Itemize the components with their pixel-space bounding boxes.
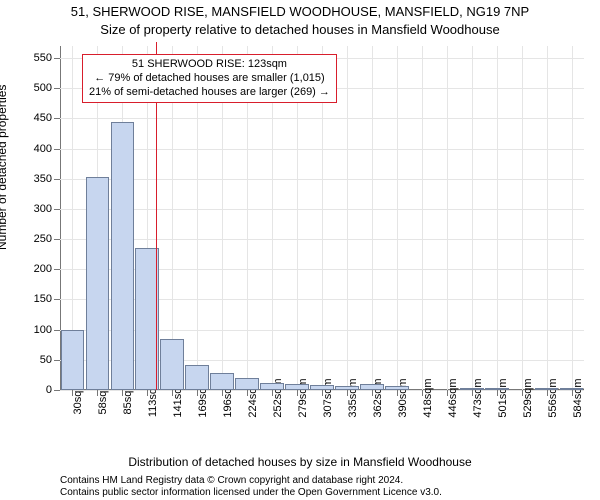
- x-tick-label: 390sqm: [397, 378, 409, 417]
- x-tick-label: 556sqm: [547, 378, 559, 417]
- title-line-1: 51, SHERWOOD RISE, MANSFIELD WOODHOUSE, …: [0, 4, 600, 19]
- y-tick: [54, 239, 60, 240]
- footer-line-2: Contains public sector information licen…: [60, 487, 442, 498]
- y-tick-label: 150: [34, 293, 52, 305]
- histogram-bar: [210, 373, 234, 390]
- histogram-bar: [560, 388, 584, 390]
- x-axis-label: Distribution of detached houses by size …: [0, 455, 600, 469]
- histogram-bar: [260, 383, 284, 390]
- gridline: [372, 46, 373, 390]
- histogram-bar: [285, 384, 309, 390]
- gridline: [422, 46, 423, 390]
- gridline: [397, 46, 398, 390]
- x-tick-label: 473sqm: [472, 378, 484, 417]
- y-tick-label: 0: [46, 384, 52, 396]
- y-tick: [54, 360, 60, 361]
- histogram-bar: [360, 384, 384, 390]
- histogram-bar: [61, 330, 85, 390]
- gridline: [522, 46, 523, 390]
- gridline: [572, 46, 573, 390]
- y-tick: [54, 179, 60, 180]
- histogram-bar: [86, 177, 110, 390]
- histogram-bar: [185, 365, 209, 390]
- gridline: [447, 46, 448, 390]
- y-tick-label: 250: [34, 233, 52, 245]
- annotation-line: 51 SHERWOOD RISE: 123sqm: [89, 58, 330, 72]
- y-tick: [54, 209, 60, 210]
- footer-line-1: Contains HM Land Registry data © Crown c…: [60, 475, 403, 486]
- y-tick-label: 350: [34, 173, 52, 185]
- histogram-bar: [385, 386, 409, 390]
- y-tick-label: 300: [34, 203, 52, 215]
- y-tick: [54, 149, 60, 150]
- plot-area: 05010015020025030035040045050055030sqm58…: [60, 46, 584, 390]
- histogram-bar: [160, 339, 184, 390]
- x-tick-label: 529sqm: [522, 378, 534, 417]
- y-axis-label: Number of detached properties: [0, 85, 9, 250]
- histogram-bar: [460, 388, 484, 390]
- histogram-bar: [535, 388, 559, 390]
- x-tick-label: 418sqm: [422, 378, 434, 417]
- x-tick-label: 584sqm: [572, 378, 584, 417]
- histogram-bar: [485, 388, 509, 390]
- y-tick: [54, 88, 60, 89]
- plot-inner: 05010015020025030035040045050055030sqm58…: [60, 46, 584, 390]
- gridline: [472, 46, 473, 390]
- annotation-line: 21% of semi-detached houses are larger (…: [89, 86, 330, 100]
- gridline: [347, 46, 348, 390]
- y-tick-label: 550: [34, 52, 52, 64]
- histogram-bar: [111, 122, 135, 390]
- histogram-bar: [310, 385, 334, 390]
- histogram-bar: [335, 386, 359, 390]
- x-tick-label: 501sqm: [497, 378, 509, 417]
- y-tick: [54, 299, 60, 300]
- gridline: [497, 46, 498, 390]
- x-tick-label: 446sqm: [447, 378, 459, 417]
- x-tick-label: 335sqm: [347, 378, 359, 417]
- y-tick-label: 450: [34, 112, 52, 124]
- y-tick-label: 50: [40, 354, 52, 366]
- y-tick-label: 400: [34, 143, 52, 155]
- annotation-box: 51 SHERWOOD RISE: 123sqm← 79% of detache…: [82, 54, 337, 103]
- y-tick-label: 200: [34, 263, 52, 275]
- y-tick-label: 100: [34, 324, 52, 336]
- y-tick: [54, 269, 60, 270]
- gridline: [547, 46, 548, 390]
- annotation-line: ← 79% of detached houses are smaller (1,…: [89, 72, 330, 86]
- y-tick: [54, 118, 60, 119]
- histogram-bar: [235, 378, 259, 390]
- y-tick: [54, 58, 60, 59]
- title-line-2: Size of property relative to detached ho…: [0, 22, 600, 37]
- figure-root: 51, SHERWOOD RISE, MANSFIELD WOODHOUSE, …: [0, 0, 600, 500]
- y-tick: [54, 330, 60, 331]
- y-tick: [54, 390, 60, 391]
- y-tick-label: 500: [34, 82, 52, 94]
